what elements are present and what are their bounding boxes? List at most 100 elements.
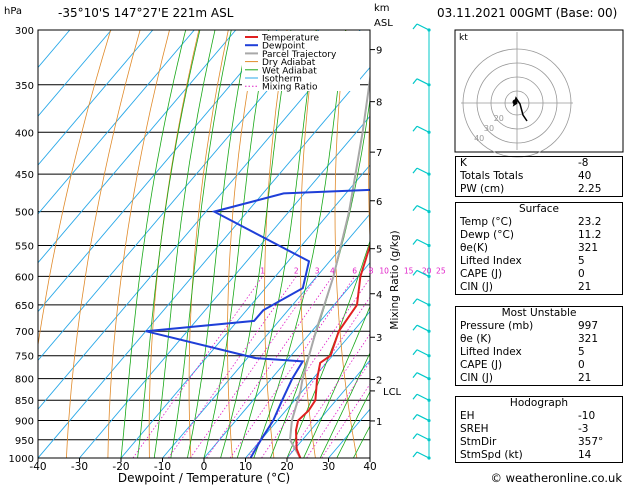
wet-adiabat-line <box>303 305 370 458</box>
wind-barb-flag <box>412 414 418 420</box>
hodograph-trace <box>512 96 528 122</box>
most-unstable-table: Most Unstable Pressure (mb) 997 θe (K) 321… <box>455 306 623 386</box>
wind-dot <box>427 243 431 248</box>
wet-adiabat-line <box>120 30 187 458</box>
wind-barb-flag <box>412 298 418 305</box>
wet-adiabat-line <box>187 30 250 458</box>
stmspd-row: StmSpd (kt) 14 <box>460 449 592 461</box>
km-tick-label: 6 <box>376 197 382 208</box>
wet-adiabat-line <box>137 30 201 458</box>
wind-dot <box>427 438 431 442</box>
isotherm-line <box>38 30 71 69</box>
mixing-ratio-label: 10 <box>379 266 389 275</box>
hodograph-title: Hodograph <box>509 397 569 409</box>
pw-row: PW (cm) 2.25 <box>460 183 602 195</box>
isotherm-line <box>120 164 370 458</box>
surface-temp-row: Temp (°C) 23.2 <box>460 216 602 228</box>
wind-dot <box>427 28 431 32</box>
legend-label: Isotherm <box>262 75 302 85</box>
x-tick-label: 30 <box>322 461 335 473</box>
mixing-ratio-line <box>306 360 370 458</box>
wind-barb <box>416 433 430 441</box>
wind-barb <box>416 269 430 277</box>
isotherm-line <box>38 30 320 362</box>
mixing-ratio-line <box>206 276 333 458</box>
wind-dot <box>427 209 431 214</box>
pressure-tick-label: 350 <box>15 81 34 92</box>
wind-dot <box>427 303 431 307</box>
mixing-ratio-label: 6 <box>352 266 357 275</box>
pressure-tick-label: 700 <box>15 327 34 338</box>
mixing-ratio-label: 20 <box>422 266 432 275</box>
surface-cin-row: CIN (J) 21 <box>460 281 592 293</box>
isotherm-line <box>203 262 370 458</box>
indices-table: K -8 Totals Totals 40 PW (cm) 2.25 <box>455 156 623 197</box>
surface-li-row: Lifted Index 5 <box>460 255 585 267</box>
km-tick-label: 3 <box>376 333 382 344</box>
wet-adiabat-line <box>253 30 346 458</box>
isotherm-line <box>38 30 195 215</box>
wind-barb <box>416 298 430 306</box>
hodograph-storm-motion <box>512 99 518 105</box>
most-unstable-title: Most Unstable <box>501 307 577 319</box>
isotherm-line <box>38 30 237 264</box>
mixing-ratio-line <box>261 296 370 458</box>
wet-adiabat-line <box>153 30 216 458</box>
dry-adiabat-line <box>368 101 370 246</box>
wind-barb-flag <box>412 239 418 245</box>
pressure-tick-label: 450 <box>15 170 34 181</box>
hpa-unit: hPa <box>4 6 22 17</box>
mu-pressure-row: Pressure (mb) 997 <box>460 320 599 332</box>
mixing-ratio-label: 4 <box>330 266 335 275</box>
wind-dot <box>427 398 431 402</box>
km-tick-label: 7 <box>376 148 382 159</box>
x-axis-label: Dewpoint / Temperature (°C) <box>118 471 290 485</box>
mixing-ratio-line <box>190 276 318 458</box>
km-tick-label: 4 <box>376 290 382 301</box>
wet-adiabat-line <box>270 96 370 458</box>
mixing-ratio-axis-label: Mixing Ratio (g/kg) <box>389 230 401 329</box>
km-unit: km <box>374 3 390 14</box>
mixing-ratio-line <box>168 276 297 458</box>
pressure-tick-label: 950 <box>15 436 34 447</box>
wind-barb-flag <box>412 125 418 132</box>
dry-adiabat-line <box>188 30 229 458</box>
datetime-title: 03.11.2021 00GMT (Base: 00) <box>437 6 617 20</box>
wind-dot <box>427 377 431 381</box>
wind-barb <box>416 414 430 422</box>
eh-row: EH -10 <box>460 410 596 422</box>
km-tick-label: 8 <box>376 98 382 109</box>
wet-adiabat-line <box>220 30 292 458</box>
pressure-tick-label: 400 <box>15 128 34 139</box>
wind-barb-flag <box>412 167 418 174</box>
hodograph-ring-label: 40 <box>474 134 484 143</box>
wind-barb-flag <box>412 451 418 458</box>
dry-adiabat-line <box>227 30 259 458</box>
pressure-tick-label: 900 <box>15 417 34 428</box>
mu-theta-row: θe (K) 321 <box>460 333 599 345</box>
mu-cin-row: CIN (J) 21 <box>460 372 592 384</box>
km-tick-label: 9 <box>376 46 382 57</box>
wind-barb-flag <box>412 433 418 440</box>
mixing-ratio-label: 8 <box>369 266 374 275</box>
wind-barb <box>416 451 430 459</box>
wind-barb <box>416 238 430 247</box>
dry-adiabat-line <box>334 30 358 458</box>
surface-dewp-row: Dewp (°C) 11.2 <box>460 229 602 241</box>
x-tick-label: -30 <box>71 461 88 473</box>
legend-label: Dewpoint <box>262 42 305 52</box>
dry-adiabat-line <box>401 30 440 458</box>
isotherm-line <box>245 310 370 458</box>
mu-li-row: Lifted Index 5 <box>460 346 585 358</box>
isotherm-line <box>38 30 154 166</box>
wind-barb-flag <box>412 205 418 211</box>
x-tick-label: -40 <box>29 461 46 473</box>
mixing-ratio-label: 1 <box>260 266 265 275</box>
isotherm-line <box>286 359 370 458</box>
wet-adiabat-line <box>203 30 270 458</box>
wind-profile <box>412 23 431 460</box>
wet-adiabat-line <box>236 30 317 458</box>
dry-adiabat-line <box>148 30 200 458</box>
wind-dot <box>427 172 431 176</box>
